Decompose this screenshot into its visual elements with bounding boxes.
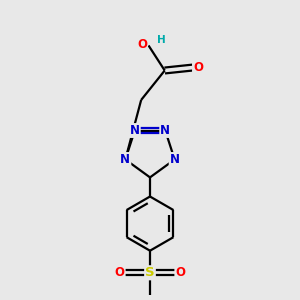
- Text: O: O: [115, 266, 125, 279]
- Text: N: N: [120, 153, 130, 166]
- Text: H: H: [158, 35, 166, 45]
- Text: N: N: [160, 124, 170, 137]
- Text: O: O: [175, 266, 185, 279]
- Text: N: N: [169, 153, 180, 166]
- Text: N: N: [130, 124, 140, 137]
- Text: O: O: [193, 61, 203, 74]
- Text: S: S: [145, 266, 155, 279]
- Text: O: O: [137, 38, 147, 50]
